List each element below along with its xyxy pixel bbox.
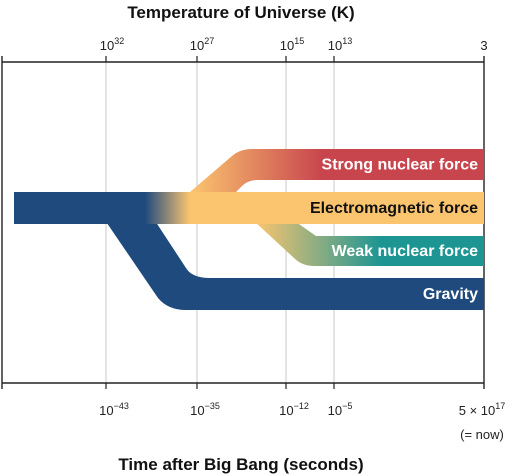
time-tick-label: 5 × 1017 xyxy=(459,401,506,418)
time-tick-label: 10−5 xyxy=(328,401,353,418)
temperature-tick-label: 1032 xyxy=(100,36,124,53)
temperature-tick-label: 1015 xyxy=(280,36,304,53)
electromagnetic-force-label: Electromagnetic force xyxy=(310,200,478,217)
time-tick-label: 10−43 xyxy=(99,401,129,418)
weak-force-label: Weak nuclear force xyxy=(332,243,479,260)
now-note: (= now) xyxy=(460,427,504,442)
unified-band xyxy=(14,192,150,224)
temperature-tick-labels: 1032 1027 1015 1013 3 xyxy=(100,36,488,53)
temperature-tick-label: 3 xyxy=(480,38,487,53)
temperature-axis-title: Temperature of Universe (K) xyxy=(127,3,354,22)
gravity-label: Gravity xyxy=(423,286,478,303)
temperature-tick-label: 1013 xyxy=(328,36,352,53)
time-tick-label: 10−12 xyxy=(279,401,309,418)
time-tick-labels: 10−43 10−35 10−12 10−5 5 × 1017 (= now) xyxy=(99,401,505,442)
time-tick-label: 10−35 xyxy=(190,401,220,418)
strong-force-label: Strong nuclear force xyxy=(322,157,479,174)
unified-to-em-transition xyxy=(145,192,192,224)
temperature-tick-label: 1027 xyxy=(190,36,214,53)
time-axis-title: Time after Big Bang (seconds) xyxy=(118,455,363,474)
